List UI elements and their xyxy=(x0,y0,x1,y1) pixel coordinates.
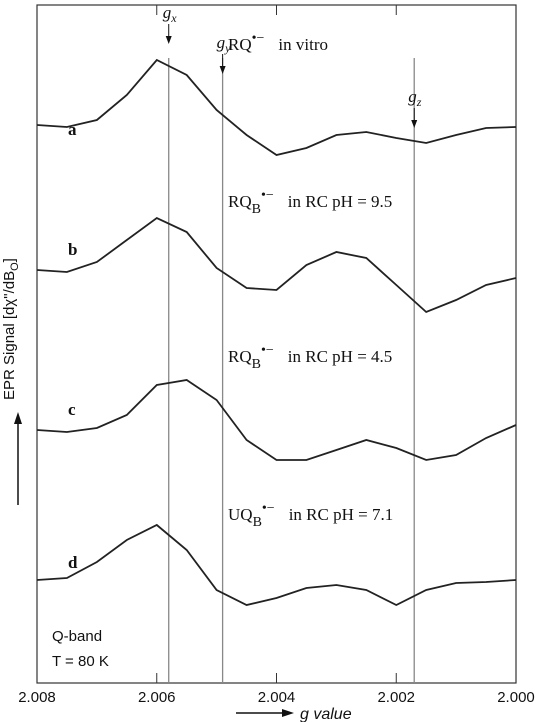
x-tick-label: 2.002 xyxy=(377,689,415,706)
x-tick-label: 2.004 xyxy=(258,689,296,706)
trace-label: d xyxy=(68,553,78,572)
species-sup: •− xyxy=(252,31,265,46)
marker-sub: y xyxy=(224,41,231,55)
spectrum-line xyxy=(36,523,517,607)
species-sub: B xyxy=(253,515,262,530)
trace-label: b xyxy=(68,240,77,259)
trace-annotation: RQB•− in RC pH = 4.5 xyxy=(228,343,392,372)
y-label-sub: O xyxy=(9,262,21,271)
marker-arrow-head xyxy=(219,66,226,74)
marker-sub: z xyxy=(416,95,422,109)
plot-frame xyxy=(36,4,517,684)
y-axis-label: EPR Signal [dχ"/dBO] xyxy=(1,258,21,400)
spectrum-line xyxy=(36,58,517,156)
trace-label: a xyxy=(68,120,77,139)
marker-symbol: g xyxy=(408,87,417,106)
condition: in RC pH = 9.5 xyxy=(288,192,393,211)
condition: in RC pH = 4.5 xyxy=(288,347,393,366)
spectrum-line xyxy=(36,379,517,461)
condition: in RC pH = 7.1 xyxy=(289,505,394,524)
marker-symbol: g xyxy=(163,3,172,22)
marker-symbol: g xyxy=(217,33,226,52)
species: RQ xyxy=(228,347,252,366)
marker-arrow-head xyxy=(165,36,172,44)
y-label-end: ] xyxy=(1,258,18,262)
species: RQ xyxy=(228,35,252,54)
species-sub: B xyxy=(252,357,261,372)
species-sub: B xyxy=(252,202,261,217)
trace-annotation: RQ•− in vitro xyxy=(228,31,328,54)
note: Q-band xyxy=(52,628,102,645)
species: UQ xyxy=(228,505,253,524)
x-arrow-head xyxy=(282,709,294,717)
species-sup: •− xyxy=(262,501,275,516)
species-sup: •− xyxy=(261,188,274,203)
species: RQ xyxy=(228,192,252,211)
marker-label: gx xyxy=(163,3,178,25)
marker-label: gz xyxy=(408,87,422,109)
condition: in vitro xyxy=(278,35,328,54)
marker-arrow-head xyxy=(411,120,418,128)
trace-annotation: RQB•− in RC pH = 9.5 xyxy=(228,188,392,217)
y-arrow-head xyxy=(14,412,22,424)
x-tick-label: 2.000 xyxy=(497,689,535,706)
x-tick-label: 2.006 xyxy=(138,689,176,706)
x-axis-label: g value xyxy=(300,706,352,722)
trace-label: c xyxy=(68,400,76,419)
y-label-text: EPR Signal [dχ"/dB xyxy=(1,271,18,400)
marker-label: gy xyxy=(217,33,232,55)
marker-sub: x xyxy=(170,11,177,25)
species-sup: •− xyxy=(261,343,274,358)
x-tick-label: 2.008 xyxy=(18,689,56,706)
spectrum-line xyxy=(36,216,517,314)
note: T = 80 K xyxy=(52,653,109,670)
trace-annotation: UQB•− in RC pH = 7.1 xyxy=(228,501,393,530)
